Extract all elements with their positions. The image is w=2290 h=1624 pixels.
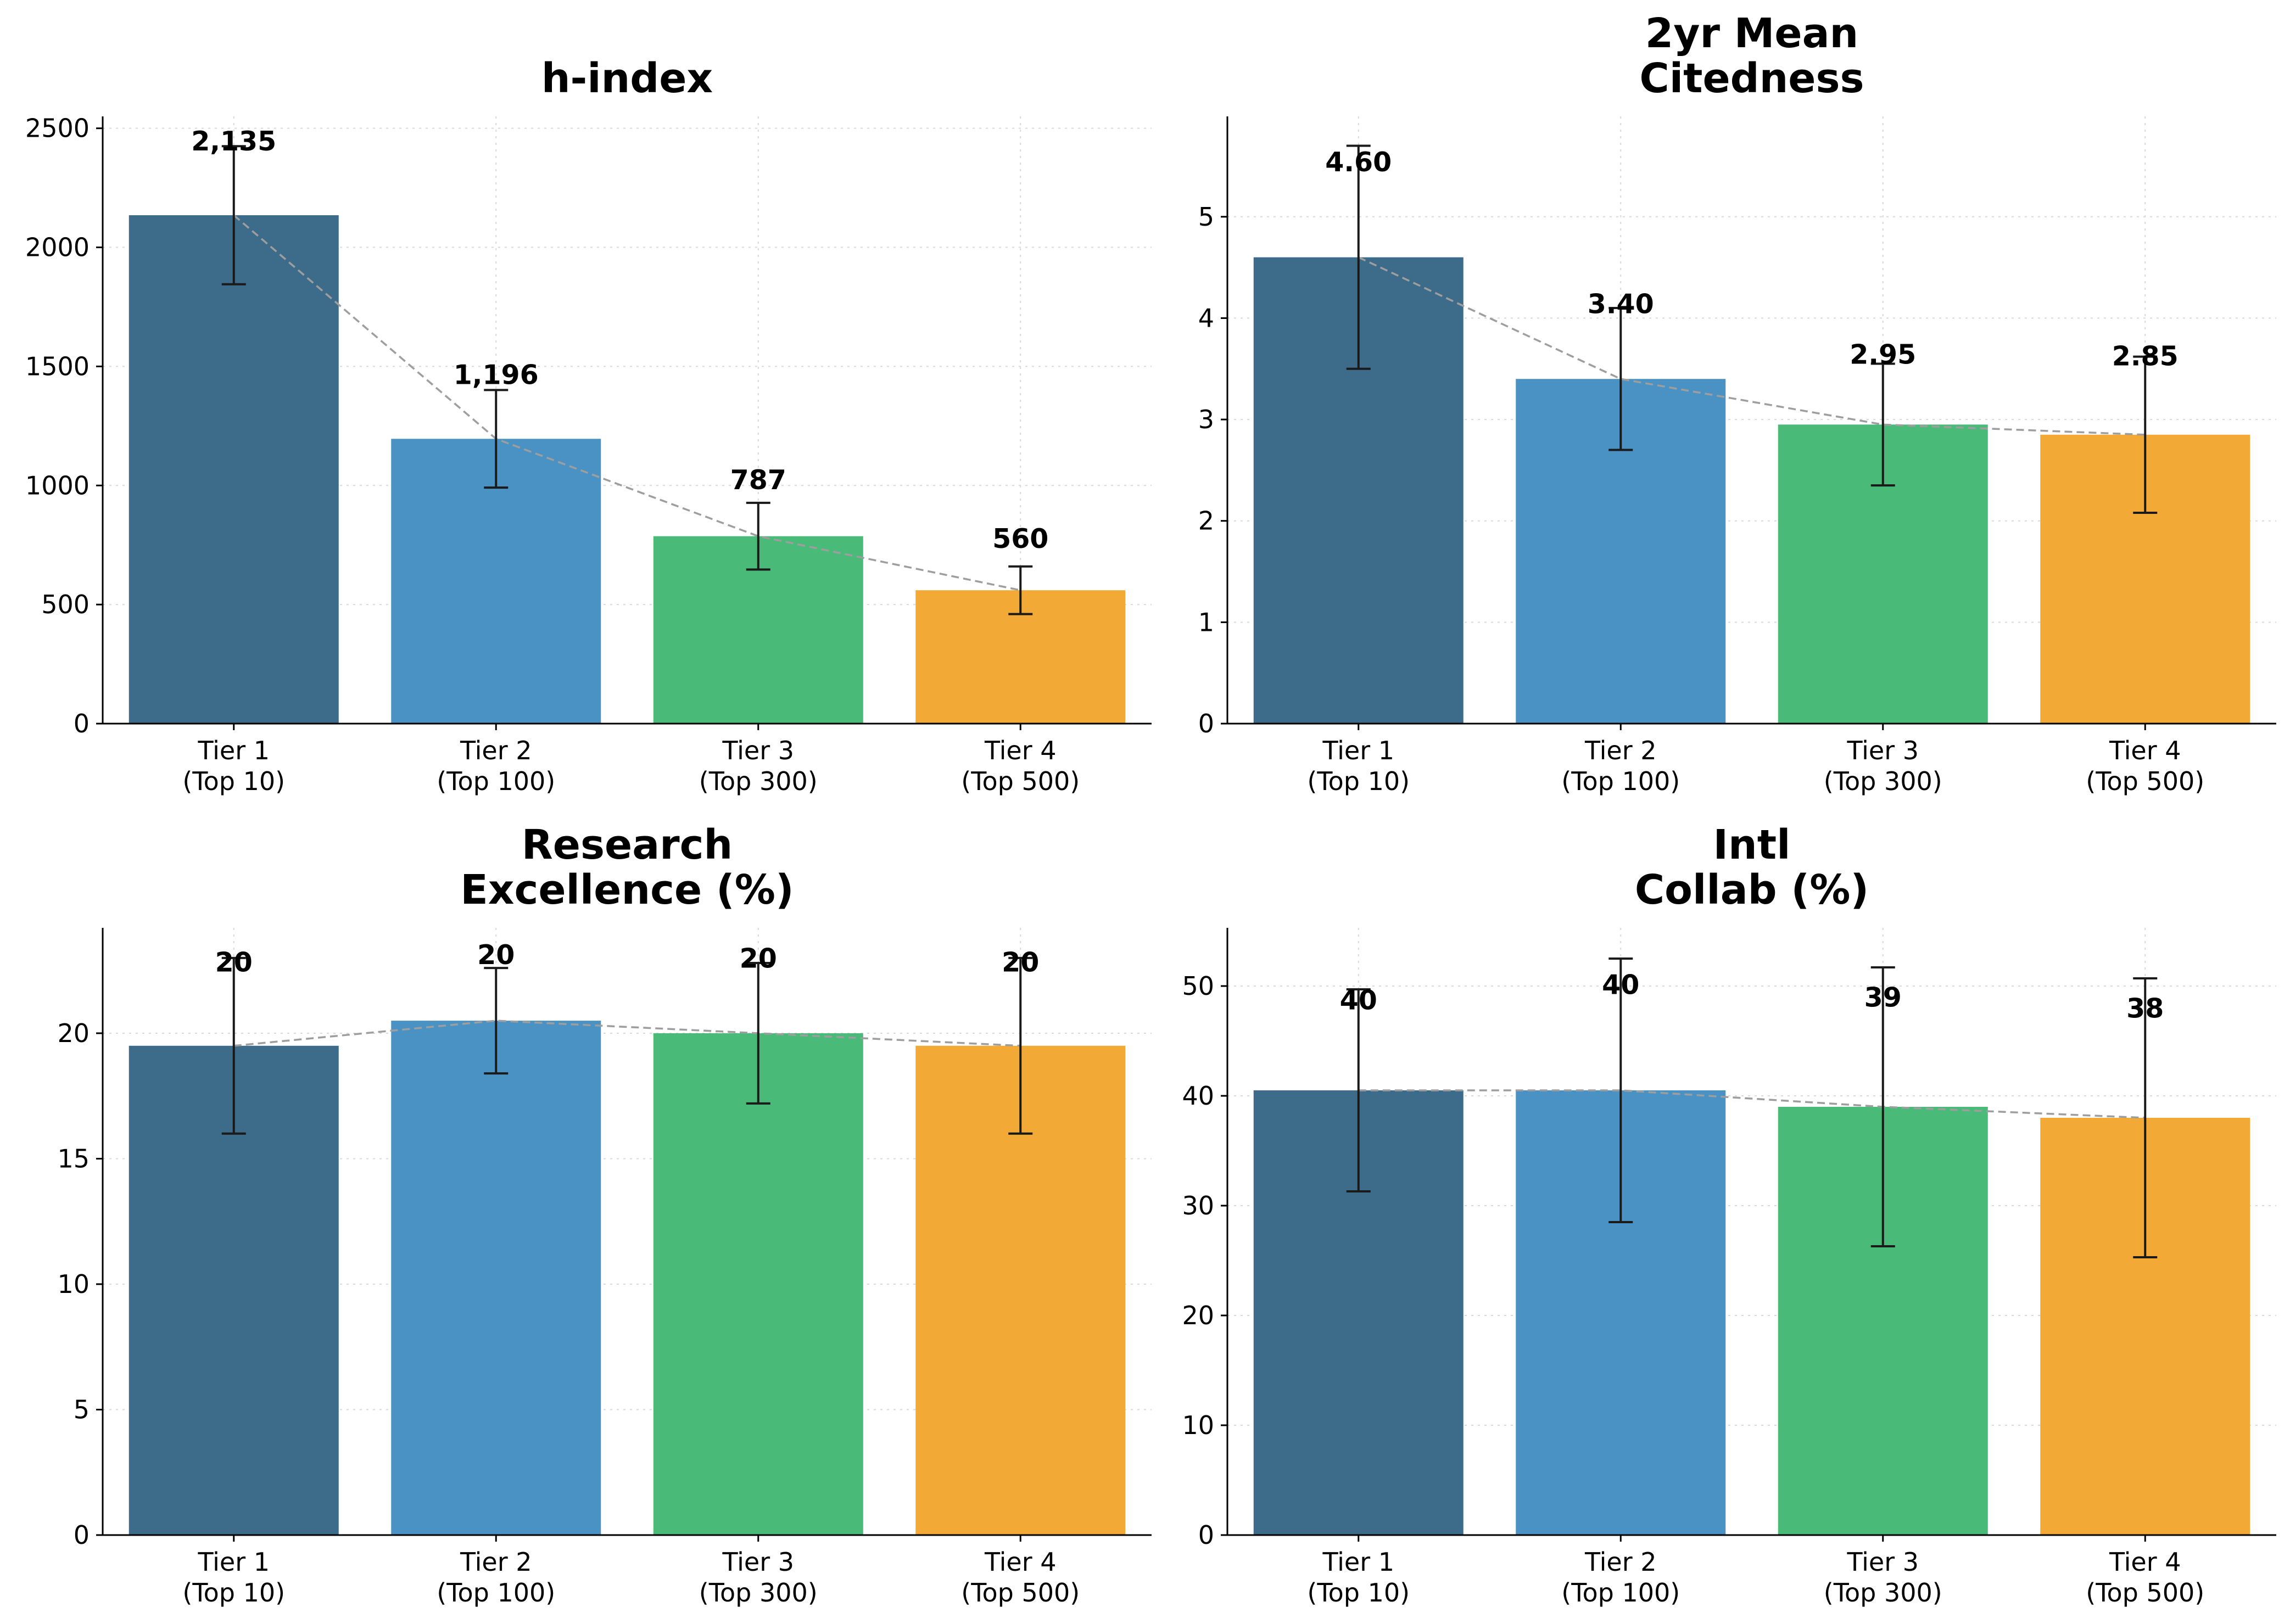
- value-label-4: 2.85: [2112, 340, 2179, 372]
- y-tick-label: 2: [1198, 506, 1214, 536]
- y-tick-label: 1500: [25, 351, 90, 381]
- value-label-1: 20: [215, 947, 253, 978]
- y-tick-label: 0: [74, 1520, 90, 1550]
- y-tick-label: 20: [1182, 1301, 1214, 1330]
- chart-panel-1: 2,135 1,196 787 560 0 500 1000 1500 2000 2500 Tier…: [25, 55, 1152, 796]
- value-label-3: 787: [730, 464, 786, 496]
- trend-line: [233, 214, 1021, 591]
- y-tick-label: 1000: [25, 471, 90, 500]
- trend-line: [1358, 256, 2146, 436]
- y-tick-label: 0: [1198, 709, 1214, 738]
- chart-title: Intl Collab (%): [1635, 821, 1869, 914]
- error-bar-3: [1870, 966, 1895, 1247]
- y-tick-label: 4: [1198, 303, 1214, 333]
- x-tick-label-3: Tier 3 (Top 300): [1824, 736, 1942, 796]
- error-bar-1: [1346, 144, 1371, 370]
- y-tick-label: 2000: [25, 233, 90, 262]
- x-tick-label-2: Tier 2 (Top 100): [437, 1547, 555, 1608]
- error-bar-2: [484, 389, 509, 489]
- bar-3: [653, 1033, 863, 1535]
- error-bar-4: [1008, 956, 1033, 1135]
- error-bar-3: [1870, 362, 1895, 487]
- y-tick-label: 30: [1182, 1191, 1214, 1220]
- value-label-1: 2,135: [191, 126, 276, 157]
- chart-panel-4: 40 40 39 38 0 10 20 30 40 50 Tier 1 (Top 10) Tier 2(…: [1182, 821, 2276, 1608]
- x-tick-label-4: Tier 4 (Top 500): [961, 1547, 1080, 1608]
- error-bar-2: [1608, 957, 1633, 1223]
- error-bar-3: [746, 961, 770, 1105]
- error-bar-2: [484, 967, 509, 1075]
- value-label-4: 38: [2126, 993, 2164, 1024]
- chart-title: Research Excellence (%): [460, 821, 794, 914]
- value-label-3: 39: [1864, 982, 1902, 1013]
- value-label-2: 40: [1602, 970, 1639, 1001]
- x-tick-label-2: Tier 2 (Top 100): [1561, 736, 1680, 796]
- y-tick-label: 15: [57, 1144, 90, 1173]
- error-bar-1: [221, 145, 246, 285]
- y-tick-label: 5: [74, 1395, 90, 1424]
- y-tick-label: 5: [1198, 202, 1214, 232]
- value-label-1: 4.60: [1325, 147, 1392, 178]
- chart-title: 2yr Mean Citedness: [1639, 10, 1864, 102]
- chart-panel-2: 4.60 3.40 2.95 2.85 0 1 2 3 4 5 Tier 1 (Top 10) Tier…: [1198, 10, 2276, 796]
- error-bar-4: [1008, 565, 1033, 615]
- value-label-2: 20: [477, 939, 515, 971]
- y-tick-label: 1: [1198, 607, 1214, 637]
- x-tick-label-4: Tier 4 (Top 500): [2086, 736, 2204, 796]
- value-label-3: 20: [740, 943, 777, 975]
- x-tick-label-1: Tier 1 (Top 10): [182, 736, 285, 796]
- value-label-3: 2.95: [1850, 339, 1916, 371]
- value-label-4: 20: [1002, 947, 1039, 978]
- value-label-4: 560: [992, 523, 1048, 555]
- y-tick-label: 10: [1182, 1410, 1214, 1440]
- y-tick-label: 3: [1198, 405, 1214, 434]
- trend-line: [1358, 1089, 2146, 1119]
- error-bar-1: [221, 956, 246, 1135]
- x-tick-label-4: Tier 4 (Top 500): [2086, 1547, 2204, 1608]
- value-label-2: 1,196: [454, 360, 539, 391]
- x-tick-label-2: Tier 2 (Top 100): [1561, 1547, 1680, 1608]
- y-tick-label: 2500: [25, 114, 90, 143]
- x-tick-label-4: Tier 4 (Top 500): [961, 736, 1080, 796]
- y-tick-label: 20: [57, 1018, 90, 1048]
- error-bar-4: [2133, 355, 2158, 514]
- value-label-2: 3.40: [1588, 288, 1654, 320]
- y-tick-label: 40: [1182, 1081, 1214, 1111]
- x-tick-label-2: Tier 2 (Top 100): [437, 736, 555, 796]
- x-tick-label-1: Tier 1 (Top 10): [1307, 736, 1410, 796]
- chart-panel-3: 20 20 20 20 0 5 10 15 20 Tier 1 (Top 10) Tier 2 (Top…: [57, 821, 1152, 1608]
- error-bar-4: [2133, 977, 2158, 1258]
- x-tick-label-3: Tier 3 (Top 300): [699, 1547, 818, 1608]
- error-bar-3: [746, 501, 770, 571]
- x-tick-label-3: Tier 3 (Top 300): [1824, 1547, 1942, 1608]
- chart-title: h-index: [541, 55, 713, 102]
- bar-1: [129, 215, 339, 724]
- y-tick-label: 50: [1182, 971, 1214, 1001]
- error-bar-1: [1346, 988, 1371, 1192]
- x-tick-label-1: Tier 1 (Top 10): [1307, 1547, 1410, 1608]
- bar-2: [391, 1021, 601, 1535]
- error-bar-2: [1608, 306, 1633, 451]
- x-tick-label-3: Tier 3 (Top 300): [699, 736, 818, 796]
- trend-line: [233, 1020, 1021, 1047]
- y-tick-label: 0: [74, 709, 90, 738]
- y-tick-label: 0: [1198, 1520, 1214, 1550]
- value-label-1: 40: [1340, 985, 1377, 1016]
- y-tick-label: 500: [41, 590, 90, 619]
- y-tick-label: 10: [57, 1269, 90, 1299]
- x-tick-label-1: Tier 1 (Top 10): [182, 1547, 285, 1608]
